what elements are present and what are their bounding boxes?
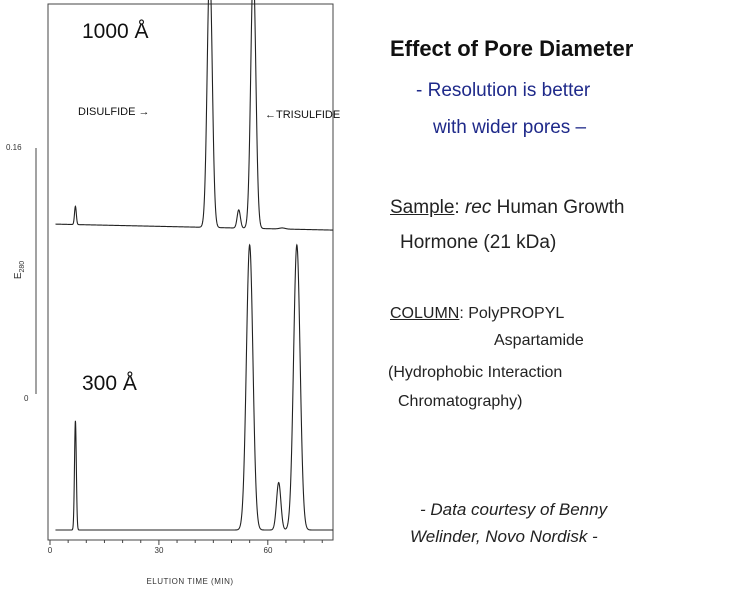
y-axis-label: E280: [13, 261, 26, 279]
panel-label-1000: 1000 Å: [82, 20, 149, 43]
column-line-3: (Hydrophobic Interaction: [388, 364, 563, 381]
sample-line-1: Sample: rec Human Growth: [390, 197, 624, 219]
x-tick-label-0: 0: [48, 546, 53, 555]
trace-1000-angstrom: [55, 0, 334, 231]
column-line-1: COLUMN: PolyPROPYL: [390, 305, 564, 323]
sample-label: Sample: [390, 197, 455, 218]
x-ticks: [49, 540, 323, 545]
annotation-trisulfide: ←TRISULFIDE: [265, 109, 340, 121]
sample-rec: rec: [464, 197, 492, 218]
sample-line-2: Hormone (21 kDa): [400, 232, 557, 253]
x-axis-label: ELUTION TIME (MIN): [146, 577, 233, 586]
subtitle-line-2: with wider pores –: [433, 117, 587, 138]
subtitle-line-1: - Resolution is better: [416, 80, 591, 101]
plot-border: [47, 3, 334, 541]
slide-title: Effect of Pore Diameter: [390, 36, 634, 61]
credit-line-2: Welinder, Novo Nordisk -: [410, 527, 598, 546]
sample-colon: :: [454, 197, 460, 218]
column-rest: : PolyPROPYL: [459, 305, 565, 322]
panel-label-300: 300 Å: [82, 372, 137, 395]
column-line-2: Aspartamide: [494, 332, 584, 349]
x-tick-label-30: 30: [155, 546, 164, 555]
trace-300-angstrom: [55, 243, 334, 531]
annotation-disulfide: DISULFIDE →: [78, 106, 150, 118]
y-tick-0-16: 0.16: [6, 143, 22, 152]
chromatogram-chart: 0.16 0 E280 1000 Å 300 Å DISULFIDE → ←TR…: [6, 0, 340, 586]
y-tick-0: 0: [24, 394, 29, 403]
sample-rest: Human Growth: [491, 197, 625, 218]
credit-line-1: - Data courtesy of Benny: [420, 500, 608, 519]
x-tick-label-60: 60: [264, 546, 273, 555]
column-label: COLUMN: [390, 305, 460, 322]
column-line-4: Chromatography): [398, 393, 523, 410]
